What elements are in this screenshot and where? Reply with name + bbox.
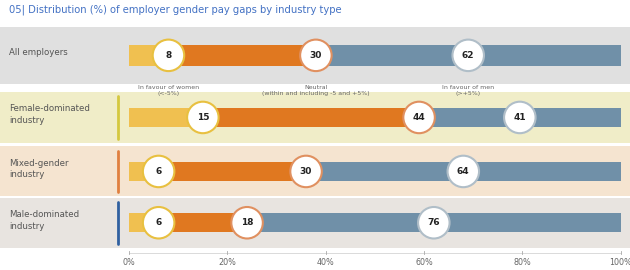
Text: 18: 18 [241, 218, 253, 227]
Bar [159, 213, 247, 232]
Text: In favour of women
(<-5%): In favour of women (<-5%) [138, 85, 199, 96]
FancyBboxPatch shape [0, 27, 630, 84]
Ellipse shape [452, 40, 484, 71]
Text: 60%: 60% [415, 258, 433, 267]
Text: In favour of men
(>+5%): In favour of men (>+5%) [442, 85, 495, 96]
Ellipse shape [418, 207, 450, 238]
Text: 64: 64 [457, 167, 469, 176]
Text: 44: 44 [413, 113, 425, 122]
Text: 05| Distribution (%) of employer gender pay gaps by industry type: 05| Distribution (%) of employer gender … [9, 4, 342, 15]
Text: 6: 6 [156, 167, 162, 176]
Text: 6: 6 [156, 218, 162, 227]
Text: 41: 41 [513, 113, 526, 122]
Text: 20%: 20% [219, 258, 236, 267]
Text: 15: 15 [197, 113, 209, 122]
Text: 76: 76 [428, 218, 440, 227]
Bar [159, 162, 306, 181]
Ellipse shape [504, 102, 536, 133]
FancyBboxPatch shape [0, 198, 630, 248]
Text: Female-dominated
industry: Female-dominated industry [9, 104, 90, 125]
Bar [203, 108, 419, 127]
Ellipse shape [403, 102, 435, 133]
Bar [306, 162, 621, 181]
Bar [129, 45, 168, 66]
Text: Mixed-gender
industry: Mixed-gender industry [9, 158, 69, 179]
Ellipse shape [152, 40, 184, 71]
Ellipse shape [143, 156, 175, 187]
Text: 0%: 0% [123, 258, 135, 267]
Text: 62: 62 [462, 51, 474, 60]
Text: Male-dominated
industry: Male-dominated industry [9, 210, 79, 231]
Bar [247, 213, 621, 232]
Text: 30: 30 [300, 167, 312, 176]
Text: 30: 30 [310, 51, 322, 60]
Text: All employers: All employers [9, 48, 68, 57]
Bar [129, 213, 159, 232]
Text: 80%: 80% [513, 258, 531, 267]
Bar [129, 108, 203, 127]
Bar [168, 45, 316, 66]
Ellipse shape [187, 102, 219, 133]
Text: 40%: 40% [317, 258, 335, 267]
FancyBboxPatch shape [0, 146, 630, 197]
Ellipse shape [231, 207, 263, 238]
Bar [129, 162, 159, 181]
Ellipse shape [143, 207, 175, 238]
Bar [419, 108, 621, 127]
Text: 100%: 100% [609, 258, 630, 267]
Bar [316, 45, 621, 66]
Ellipse shape [300, 40, 331, 71]
Ellipse shape [290, 156, 322, 187]
FancyBboxPatch shape [0, 92, 630, 143]
Text: 8: 8 [165, 51, 171, 60]
Ellipse shape [447, 156, 479, 187]
Text: Neutral
(within and including -5 and +5%): Neutral (within and including -5 and +5%… [262, 85, 370, 96]
